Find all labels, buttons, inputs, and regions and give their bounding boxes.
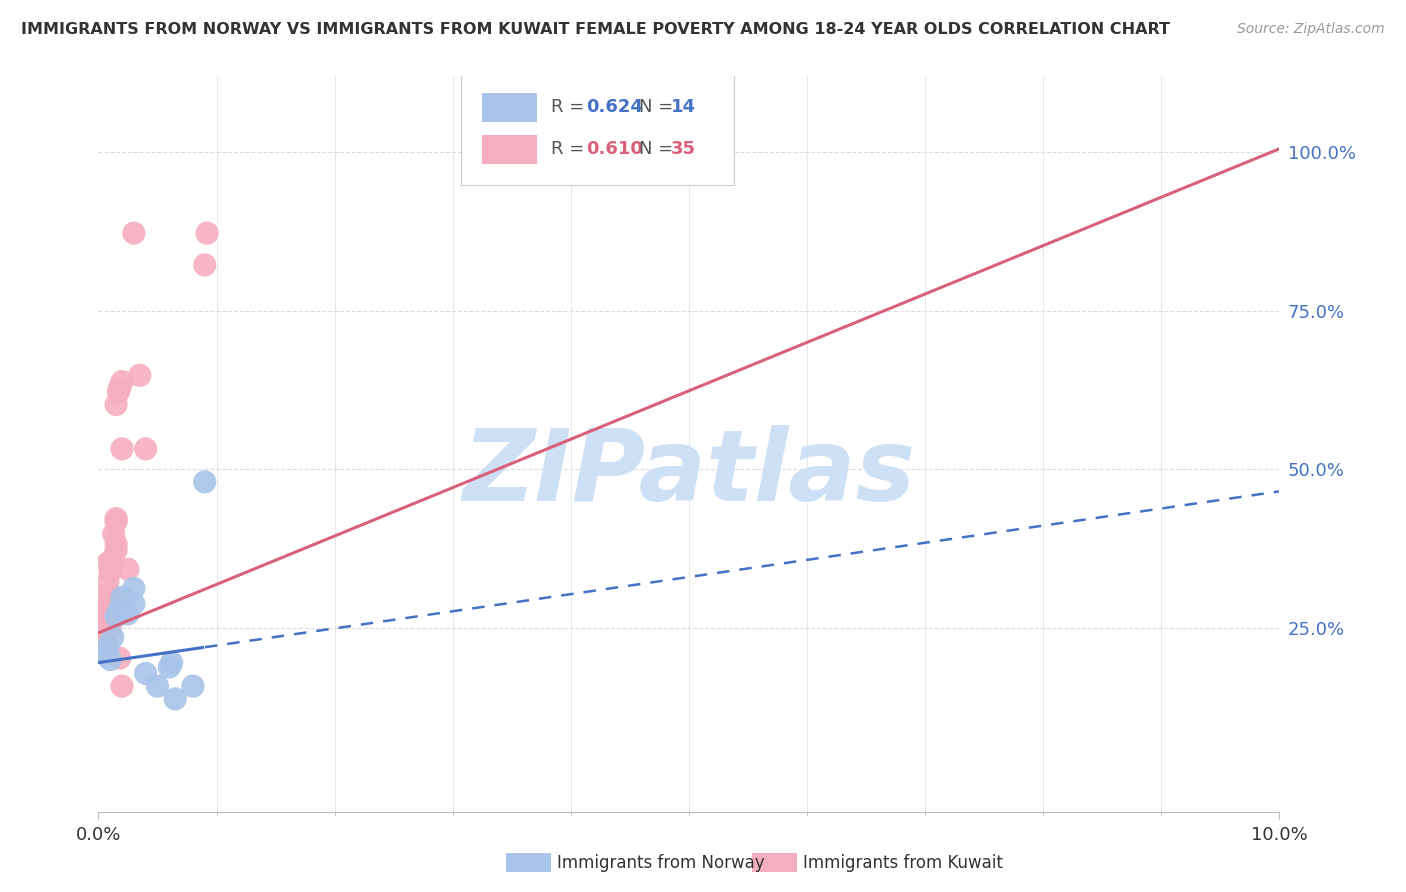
- Point: [108, 601, 131, 615]
- Text: IMMIGRANTS FROM NORWAY VS IMMIGRANTS FROM KUWAIT FEMALE POVERTY AMONG 18-24 YEAR: IMMIGRANTS FROM NORWAY VS IMMIGRANTS FRO…: [21, 22, 1170, 37]
- Point: [122, 226, 145, 240]
- Point: [101, 630, 124, 644]
- Point: [96, 599, 118, 613]
- Point: [98, 652, 121, 666]
- Text: ZIPatlas: ZIPatlas: [463, 425, 915, 522]
- FancyBboxPatch shape: [482, 135, 537, 164]
- Point: [105, 609, 128, 624]
- Point: [90, 640, 112, 654]
- Point: [101, 552, 124, 566]
- Point: [111, 375, 134, 389]
- Point: [135, 666, 157, 681]
- Point: [93, 646, 115, 660]
- Point: [108, 381, 131, 395]
- Point: [97, 640, 120, 654]
- Point: [97, 597, 120, 611]
- Point: [98, 600, 121, 615]
- Point: [194, 475, 217, 489]
- Text: 0.610: 0.610: [586, 140, 643, 159]
- Point: [117, 562, 139, 576]
- Text: N =: N =: [640, 98, 679, 117]
- Point: [135, 442, 157, 456]
- Text: N =: N =: [640, 140, 679, 159]
- Point: [97, 575, 120, 590]
- Point: [194, 258, 217, 272]
- Point: [108, 651, 131, 665]
- Text: Source: ZipAtlas.com: Source: ZipAtlas.com: [1237, 22, 1385, 37]
- Point: [105, 397, 128, 411]
- Text: Immigrants from Kuwait: Immigrants from Kuwait: [803, 854, 1002, 871]
- Point: [122, 582, 145, 596]
- Point: [111, 603, 134, 617]
- Point: [105, 537, 128, 551]
- Point: [98, 622, 121, 636]
- FancyBboxPatch shape: [461, 74, 734, 185]
- Point: [105, 514, 128, 528]
- Point: [111, 591, 134, 605]
- Point: [195, 226, 218, 240]
- Point: [181, 679, 204, 693]
- Text: 0.624: 0.624: [586, 98, 643, 117]
- Text: R =: R =: [551, 98, 589, 117]
- Point: [97, 556, 120, 570]
- FancyBboxPatch shape: [482, 93, 537, 122]
- Point: [93, 641, 115, 656]
- Point: [111, 679, 134, 693]
- Point: [157, 660, 180, 674]
- Point: [105, 543, 128, 558]
- Text: 14: 14: [671, 98, 696, 117]
- Point: [103, 526, 125, 541]
- Point: [101, 597, 124, 611]
- Point: [111, 442, 134, 456]
- Text: R =: R =: [551, 140, 589, 159]
- Text: Immigrants from Norway: Immigrants from Norway: [557, 854, 765, 871]
- Point: [165, 691, 187, 706]
- Point: [146, 679, 169, 693]
- Point: [96, 588, 118, 602]
- Point: [94, 617, 117, 632]
- Text: 35: 35: [671, 140, 696, 159]
- Point: [91, 643, 114, 657]
- Point: [117, 607, 139, 621]
- Point: [128, 368, 150, 383]
- Point: [160, 656, 183, 670]
- Point: [105, 511, 128, 525]
- Point: [98, 588, 121, 602]
- Point: [91, 619, 114, 633]
- Point: [98, 565, 121, 579]
- Point: [107, 384, 129, 399]
- Point: [94, 609, 117, 624]
- Point: [122, 597, 145, 611]
